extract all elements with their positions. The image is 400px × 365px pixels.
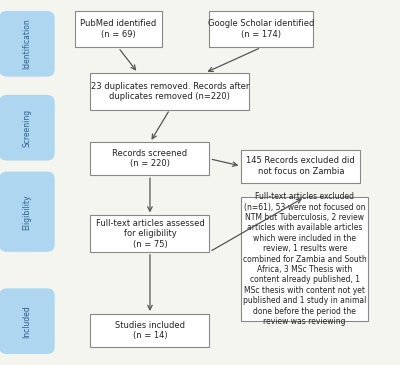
FancyBboxPatch shape bbox=[0, 95, 55, 161]
Text: Included: Included bbox=[22, 305, 32, 338]
Text: Studies included
(n = 14): Studies included (n = 14) bbox=[115, 320, 185, 340]
FancyBboxPatch shape bbox=[90, 73, 249, 110]
FancyBboxPatch shape bbox=[90, 142, 210, 175]
Text: Google Scholar identified
(n = 174): Google Scholar identified (n = 174) bbox=[208, 19, 314, 39]
Text: Eligibility: Eligibility bbox=[22, 194, 32, 230]
FancyBboxPatch shape bbox=[74, 11, 162, 47]
Text: 145 Records excluded did
not focus on Zambia: 145 Records excluded did not focus on Za… bbox=[246, 156, 355, 176]
Text: Records screened
(n = 220): Records screened (n = 220) bbox=[112, 149, 188, 169]
FancyBboxPatch shape bbox=[90, 215, 210, 252]
FancyBboxPatch shape bbox=[241, 197, 368, 321]
FancyBboxPatch shape bbox=[0, 288, 55, 354]
FancyBboxPatch shape bbox=[210, 11, 313, 47]
Text: Full-text articles excluded
(n=61), 53 were not focused on
NTM but Tuberculosis,: Full-text articles excluded (n=61), 53 w… bbox=[243, 192, 367, 326]
FancyBboxPatch shape bbox=[0, 11, 55, 77]
FancyBboxPatch shape bbox=[90, 314, 210, 347]
FancyBboxPatch shape bbox=[241, 150, 360, 182]
Text: Full-text articles assessed
for eligibility
(n = 75): Full-text articles assessed for eligibil… bbox=[96, 219, 204, 249]
Text: Identification: Identification bbox=[22, 18, 32, 69]
FancyBboxPatch shape bbox=[0, 172, 55, 252]
Text: Screening: Screening bbox=[22, 109, 32, 147]
Text: 23 duplicates removed. Records after
duplicates removed (n=220): 23 duplicates removed. Records after dup… bbox=[91, 81, 249, 101]
Text: PubMed identified
(n = 69): PubMed identified (n = 69) bbox=[80, 19, 156, 39]
